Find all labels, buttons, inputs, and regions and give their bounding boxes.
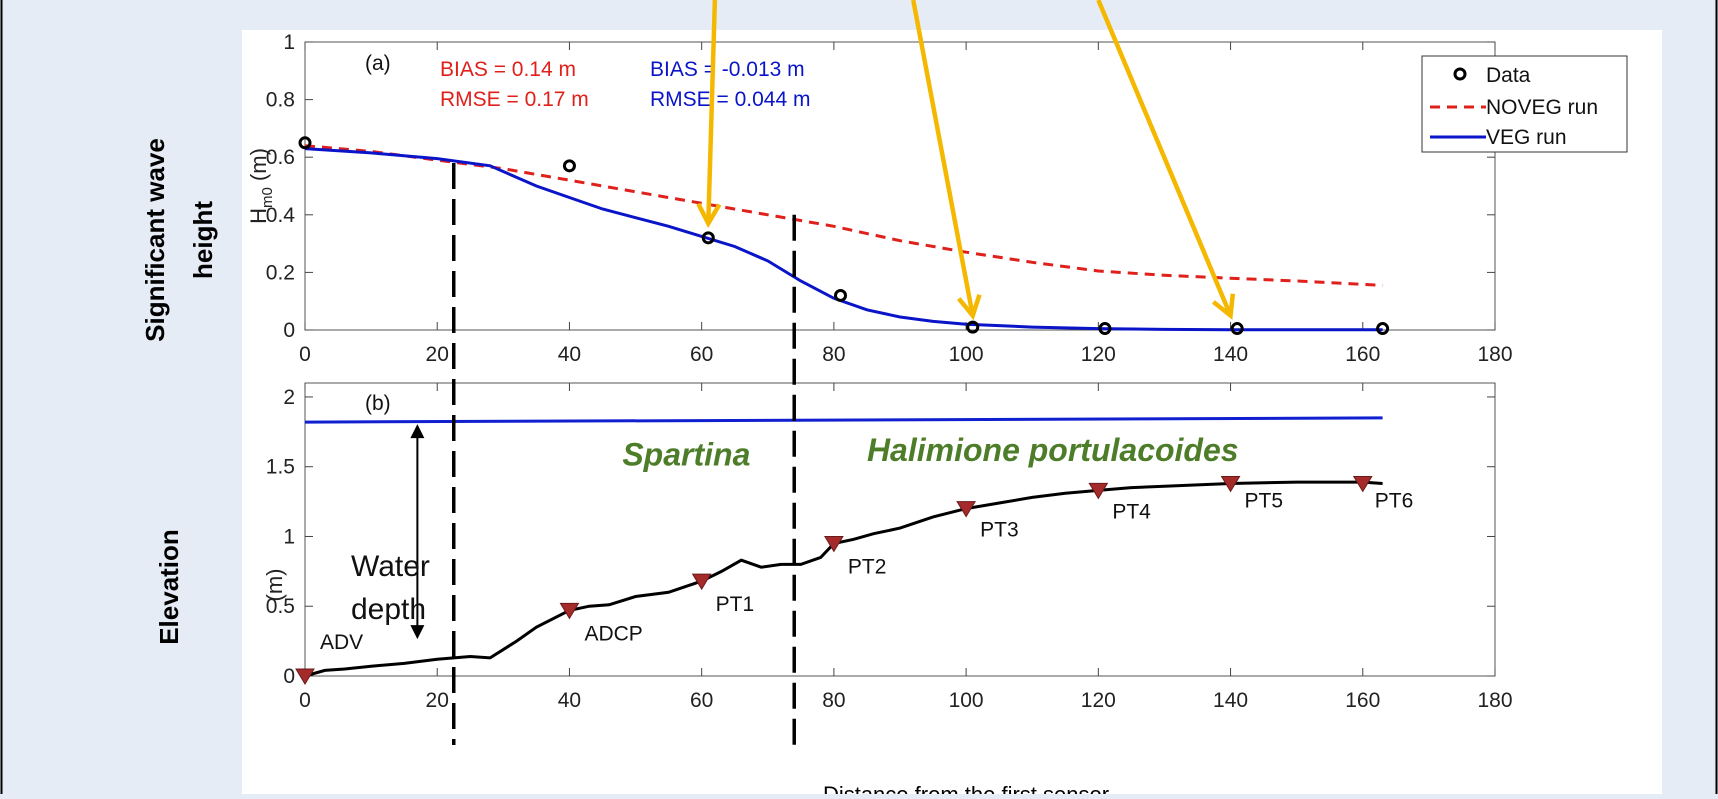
panel-a-frame (304, 41, 1496, 331)
panel-a-x-tick-label: 180 (1477, 343, 1512, 366)
panel-b-y-tick-label: 2 (283, 386, 295, 409)
ylabel-main: H (246, 208, 271, 224)
panel-a-y-tick-label: 0.8 (266, 89, 295, 112)
sensor-marker (691, 573, 712, 591)
sensor-label: ADV (320, 631, 363, 654)
x-axis-caption: Distance from the first sensor (823, 782, 1109, 794)
sensor-label: PT6 (1375, 489, 1414, 512)
panel-b-ylabel: (m) (262, 569, 287, 602)
data-point (966, 320, 980, 334)
water-depth-label-1: Water (351, 550, 430, 583)
sensor-label: PT3 (980, 519, 1019, 542)
panel-b-x-tick-label: 120 (1081, 689, 1116, 712)
legend-noveg-label: NOVEG run (1486, 96, 1598, 119)
data-point (1098, 322, 1112, 336)
water-depth-arrow-head-bottom (410, 625, 425, 640)
sensor-marker (559, 602, 580, 620)
sensor-marker (824, 535, 844, 553)
panel-a-ylabel: Hm0 (m) (246, 148, 276, 224)
data-point (298, 136, 312, 150)
stat-label: BIAS = -0.013 m (650, 58, 805, 81)
stat-label: RMSE = 0.17 m (440, 88, 589, 111)
stat-label: BIAS = 0.14 m (440, 58, 576, 81)
sensor-marker (1220, 475, 1241, 493)
panel-b-x-tick-label: 40 (558, 689, 581, 712)
bed-profile-line (304, 480, 1383, 678)
panel-b-y-tick-label: 0.5 (266, 595, 295, 618)
side-label-top-1: Significant wave (140, 138, 170, 342)
ylabel-unit: (m) (246, 148, 271, 187)
sensor-label: PT5 (1245, 489, 1284, 512)
callout-arrow-shaft (706, 0, 718, 224)
stat-label: RMSE = 0.044 m (650, 88, 810, 111)
water-depth-label-2: depth (351, 593, 426, 626)
panel-b-x-tick-label: 0 (299, 689, 311, 712)
zone-label: Halimione portulacoides (867, 432, 1239, 468)
panel-b-x-tick-label: 100 (949, 689, 984, 712)
panel-b-x-tick-label: 80 (822, 689, 845, 712)
callout-arrow-head (957, 293, 982, 321)
panel-a-y-tick-label: 0.4 (266, 204, 296, 227)
side-label-top-2: height (188, 201, 218, 279)
zone-label: Spartina (622, 436, 750, 472)
panel-a-x-tick-label: 160 (1345, 343, 1380, 366)
callout-arrow-shaft (911, 0, 975, 317)
sensor-label: ADCP (584, 622, 642, 645)
panel-a-x-tick-label: 0 (299, 343, 311, 366)
panel-a-x-tick-label: 20 (426, 343, 449, 366)
ylabel-sub: m0 (259, 187, 276, 208)
legend: Data NOVEG run VEG run (1421, 55, 1628, 153)
panel-b-label: (b) (365, 392, 391, 415)
callout-arrow-head (1211, 293, 1236, 320)
sensor-marker (295, 668, 315, 685)
water-depth-arrow-head-top (410, 424, 425, 439)
sensor-label: PT1 (716, 593, 755, 616)
panel-b-x-tick-label: 60 (690, 689, 713, 712)
sensor-marker (1088, 482, 1109, 500)
overlay (452, 0, 1236, 745)
panel-a-y-tick-label: 0 (283, 319, 295, 342)
panel-a-label: (a) (365, 52, 391, 75)
panel-b: 0 20 40 60 80 100 120 140 160 180 0 0.5 1 1.5 2 (b) (m) A… (262, 382, 1513, 712)
panel-a-y-tick-label: 0.2 (266, 261, 295, 284)
panel-b-x-tick-label: 140 (1213, 689, 1248, 712)
legend-veg-label: VEG run (1486, 126, 1567, 149)
data-point (834, 288, 847, 302)
panel-b-y-tick-label: 0 (283, 665, 295, 688)
sensor-marker (956, 501, 976, 518)
data-point (701, 231, 715, 245)
sensor-label: PT2 (848, 555, 887, 578)
legend-data-marker (1453, 67, 1467, 81)
panel-a-x-tick-label: 80 (822, 343, 845, 366)
panel-a-y-tick-label: 1 (283, 31, 295, 54)
callout-arrow-head (696, 202, 722, 229)
sensor-label: PT4 (1112, 500, 1151, 523)
panel-b-y-tick-label: 1.5 (266, 456, 295, 479)
panel-a-x-tick-label: 140 (1213, 343, 1248, 366)
legend-data-label: Data (1486, 64, 1531, 87)
side-label-bottom: Elevation (154, 529, 184, 645)
callout-arrow-shaft (1096, 0, 1233, 317)
panel-b-x-tick-label: 160 (1345, 689, 1380, 712)
data-point (1376, 322, 1390, 336)
panel-a-x-tick-label: 120 (1081, 343, 1116, 366)
panel-a-x-tick-label: 40 (558, 343, 581, 366)
panel-a: 0 20 40 60 80 100 120 140 160 180 0 0.2 0.4 0.6 0.8 1 (a… (246, 31, 1628, 366)
data-point (562, 159, 576, 173)
sensor-marker (1352, 475, 1373, 493)
panel-b-x-tick-label: 20 (426, 689, 449, 712)
water-surface-line (304, 416, 1383, 424)
panel-a-y-tick-label: 0.6 (266, 146, 295, 169)
data-point (1230, 322, 1244, 336)
panel-b-y-tick-label: 1 (283, 525, 295, 548)
panel-a-x-tick-label: 100 (949, 343, 984, 366)
panel-b-x-tick-label: 180 (1477, 689, 1512, 712)
panel-a-x-tick-label: 60 (690, 343, 713, 366)
